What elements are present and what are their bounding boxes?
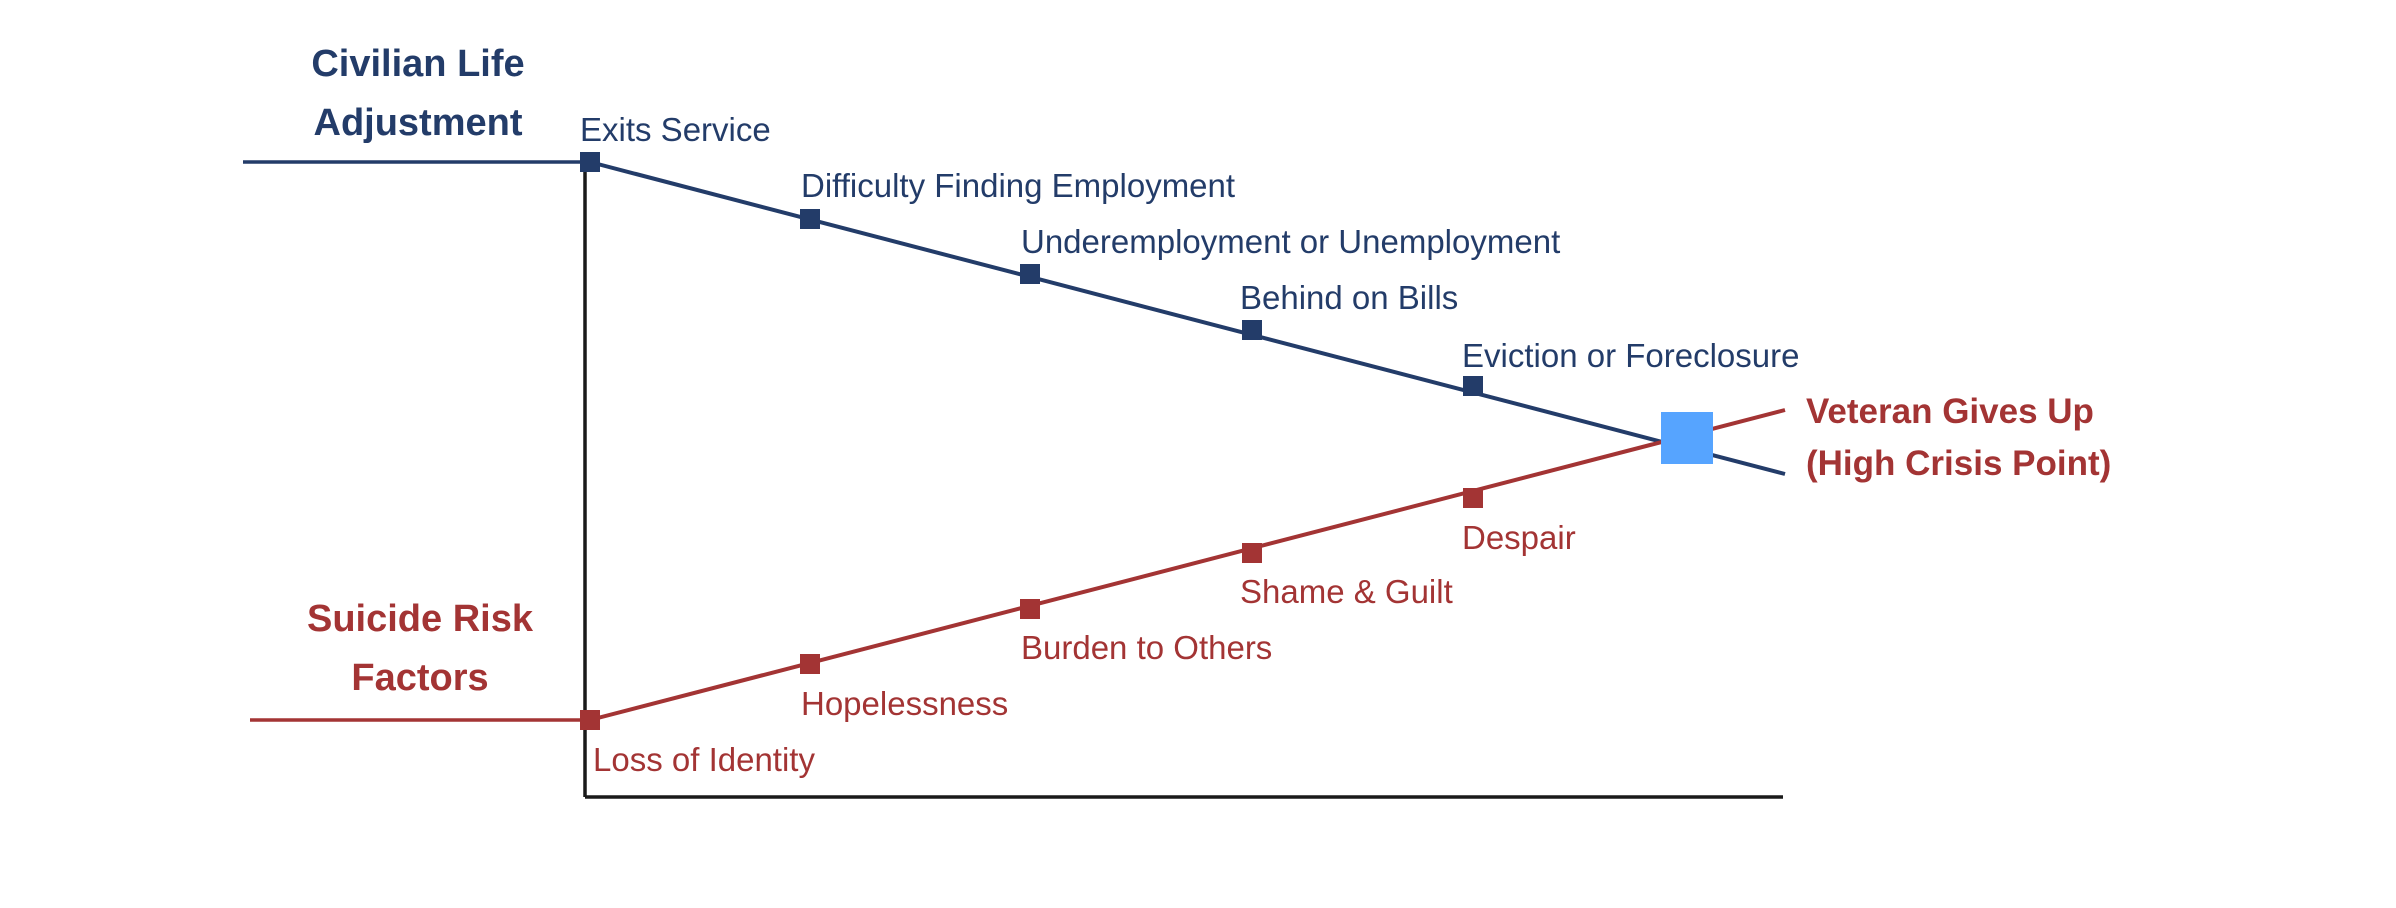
suicide-risk-heading: Suicide Risk Factors: [270, 590, 570, 708]
risk-heading-line-1: Suicide Risk: [307, 598, 533, 640]
risk-step-marker: [1463, 488, 1483, 508]
crisis-label-line-1: Veteran Gives Up: [1806, 392, 2094, 431]
risk-step-label: Hopelessness: [801, 685, 1009, 722]
crisis-label-line-2: (High Crisis Point): [1806, 444, 2112, 483]
civilian-heading-line-1: Civilian Life: [311, 43, 525, 85]
risk-step-marker: [580, 710, 600, 730]
civilian-step-marker: [800, 209, 820, 229]
risk-heading-line-2: Factors: [351, 657, 489, 699]
civilian-step-marker: [1020, 264, 1040, 284]
civilian-step-label: Eviction or Foreclosure: [1462, 337, 1800, 374]
crisis-point-label: Veteran Gives Up (High Crisis Point): [1806, 386, 2111, 490]
risk-step-marker: [1242, 543, 1262, 563]
civilian-step-marker: [1463, 376, 1483, 396]
civilian-step-label: Underemployment or Unemployment: [1021, 223, 1561, 260]
civilian-step-label: Exits Service: [580, 111, 771, 148]
crisis-point-marker: [1661, 412, 1713, 464]
civilian-step-marker: [1242, 320, 1262, 340]
risk-step-marker: [1020, 599, 1040, 619]
civilian-step-label: Difficulty Finding Employment: [801, 167, 1236, 204]
risk-step-label: Shame & Guilt: [1240, 573, 1453, 610]
civilian-life-heading: Civilian Life Adjustment: [268, 35, 568, 153]
risk-step-label: Despair: [1462, 519, 1576, 556]
risk-trend-line: [589, 408, 1786, 722]
civilian-step-label: Behind on Bills: [1240, 279, 1459, 316]
civilian-heading-line-2: Adjustment: [313, 102, 523, 144]
civilian-trend-line: [589, 160, 1786, 476]
risk-step-marker: [800, 654, 820, 674]
risk-step-label: Burden to Others: [1021, 629, 1273, 666]
risk-step-label: Loss of Identity: [593, 741, 815, 778]
civilian-step-marker: [580, 152, 600, 172]
